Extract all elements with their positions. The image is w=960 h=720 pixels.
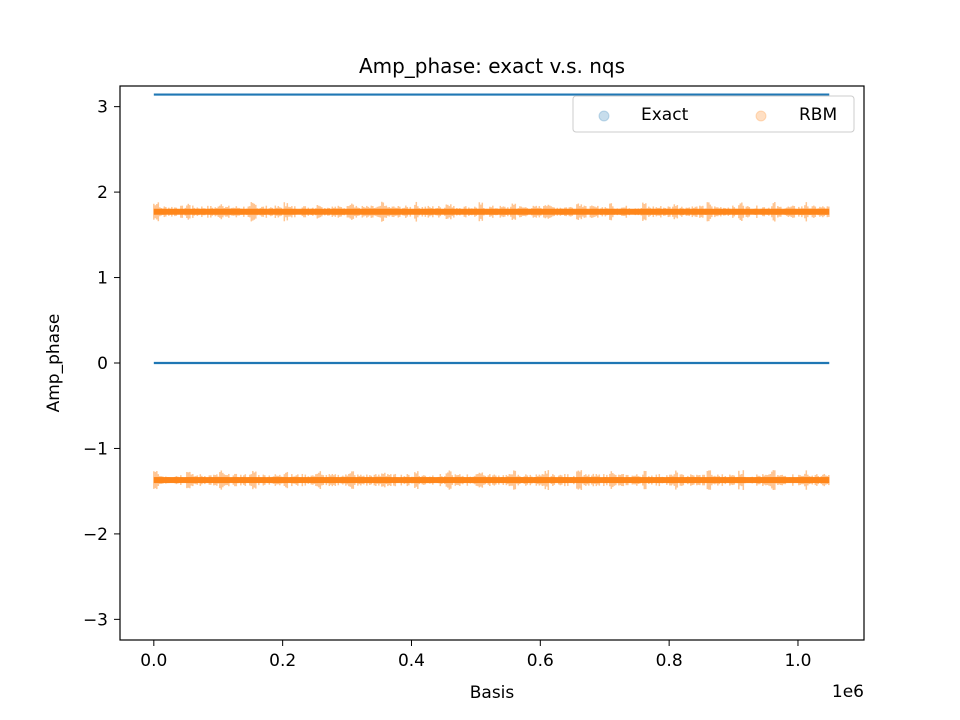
y-axis-label: Amp_phase — [44, 314, 64, 413]
legend-marker-rbm — [755, 110, 767, 122]
y-tick-label: −3 — [83, 610, 108, 630]
x-tick-label: 0.8 — [656, 651, 683, 671]
series-exact — [153, 93, 830, 365]
y-axis: 3 2 1 0 −1 −2 −3 — [83, 98, 120, 630]
y-tick-label: 2 — [97, 183, 108, 203]
chart-title: Amp_phase: exact v.s. nqs — [359, 54, 625, 78]
rbm-band — [153, 470, 830, 491]
x-tick-label: 1.0 — [784, 651, 811, 671]
x-axis-offset-label: 1e6 — [832, 682, 864, 702]
legend-marker-exact — [598, 110, 610, 122]
x-tick-label: 0.0 — [140, 651, 167, 671]
y-tick-label: 1 — [97, 269, 108, 289]
rbm-band-core — [153, 208, 830, 215]
plot-area — [153, 93, 830, 491]
series-rbm — [153, 201, 830, 491]
x-axis-label: Basis — [470, 683, 515, 703]
x-axis: 0.0 0.2 0.4 0.6 0.8 1.0 — [140, 640, 811, 671]
legend-label-rbm: RBM — [799, 105, 837, 125]
x-tick-label: 0.6 — [527, 651, 554, 671]
y-tick-label: 3 — [97, 98, 108, 118]
y-tick-label: 0 — [97, 354, 108, 374]
x-tick-label: 0.4 — [398, 651, 425, 671]
x-tick-label: 0.2 — [269, 651, 296, 671]
y-tick-label: −1 — [83, 439, 108, 459]
rbm-band-core — [153, 477, 830, 484]
legend-label-exact: Exact — [641, 105, 689, 125]
rbm-band — [153, 201, 830, 222]
legend-frame — [572, 95, 855, 133]
y-tick-label: −2 — [83, 525, 108, 545]
legend: Exact RBM — [572, 95, 855, 133]
